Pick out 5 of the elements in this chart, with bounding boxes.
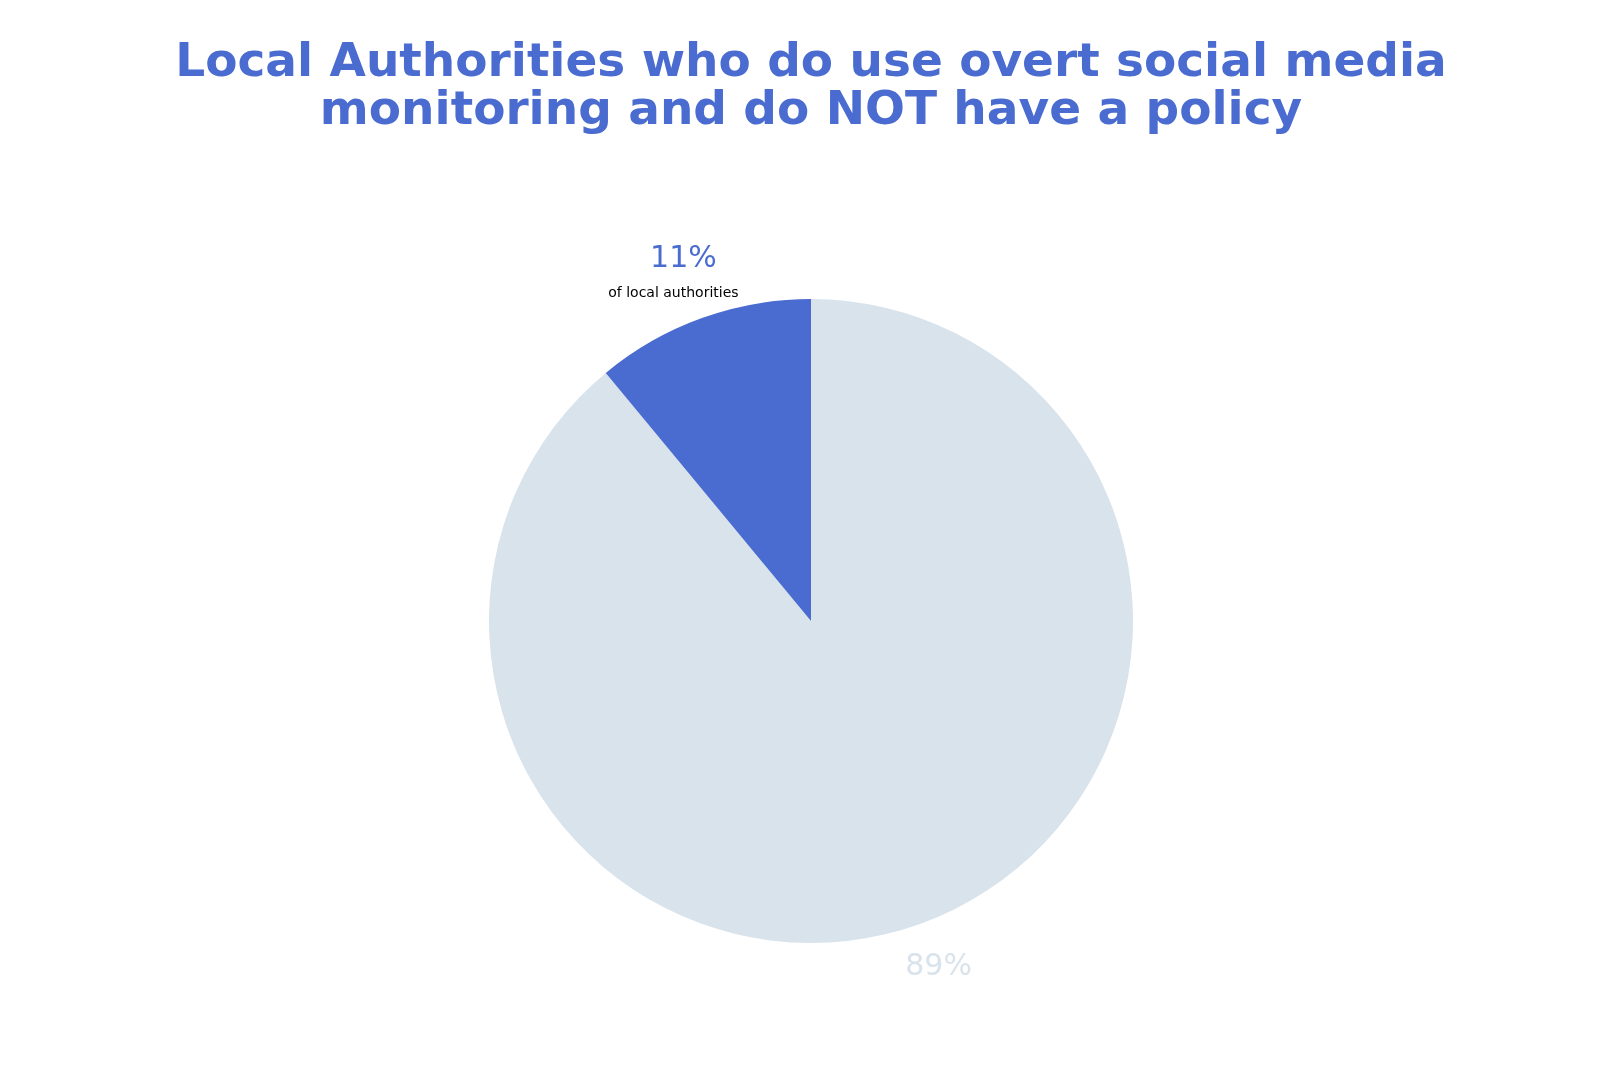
pie-slice xyxy=(489,299,1133,943)
chart-title: Local Authorities who do use overt social media monitoring and do NOT have a policy xyxy=(175,32,1447,135)
pie-slice xyxy=(605,299,811,621)
data-label: 11% xyxy=(650,238,717,274)
text: of local authorities xyxy=(608,283,739,300)
